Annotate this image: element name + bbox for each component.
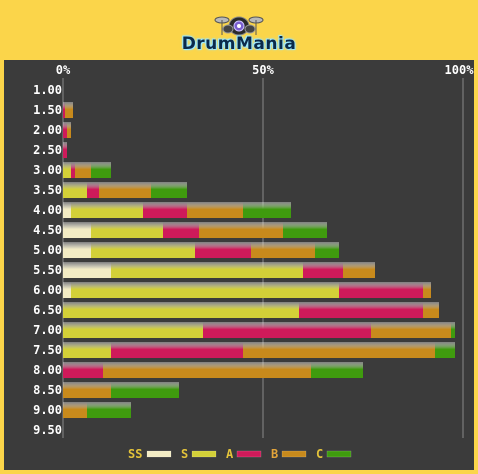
legend-label: A bbox=[226, 447, 234, 461]
bar-segment-s bbox=[63, 302, 299, 318]
legend-label: C bbox=[316, 447, 323, 461]
legend-swatch bbox=[146, 450, 172, 458]
bar-segment-s bbox=[91, 242, 195, 258]
y-category-label: 2.50 bbox=[33, 143, 62, 157]
bar-segment-c bbox=[151, 182, 187, 198]
bar-segment-b bbox=[67, 122, 71, 138]
bar-segment-a bbox=[303, 262, 343, 278]
y-category-label: 8.00 bbox=[33, 363, 62, 377]
bar-segment-a bbox=[63, 102, 65, 118]
bar-segment-c bbox=[87, 402, 131, 418]
bar-segment-s bbox=[63, 342, 111, 358]
bar-segment-a bbox=[111, 342, 243, 358]
x-tick-label: 0% bbox=[56, 63, 71, 77]
bar-segment-a bbox=[63, 122, 67, 138]
bar-segment-b bbox=[423, 302, 439, 318]
y-category-label: 8.50 bbox=[33, 383, 62, 397]
bar-segment-b bbox=[251, 242, 315, 258]
bar-segment-ss bbox=[63, 222, 91, 238]
bar-segment-a bbox=[299, 302, 423, 318]
bar-segment-c bbox=[111, 382, 179, 398]
bar-segment-ss bbox=[63, 282, 71, 298]
y-category-label: 6.50 bbox=[33, 303, 62, 317]
y-category-label: 7.50 bbox=[33, 343, 62, 357]
y-category-label: 9.50 bbox=[33, 423, 62, 437]
bar-segment-b bbox=[63, 382, 111, 398]
bar-segment-s bbox=[63, 322, 203, 338]
bar-segment-a bbox=[203, 322, 371, 338]
x-tick-label: 50% bbox=[252, 63, 274, 77]
legend-label: S bbox=[181, 447, 188, 461]
bar-segment-a bbox=[339, 282, 423, 298]
legend-label: SS bbox=[128, 447, 142, 461]
bar-segment-c bbox=[283, 222, 327, 238]
app-title: DrumMania bbox=[181, 34, 297, 54]
bar-segment-b bbox=[371, 322, 451, 338]
bar-segment-b bbox=[99, 182, 151, 198]
bar-segment-s bbox=[91, 222, 163, 238]
bar-segment-a bbox=[71, 162, 75, 178]
bar-segment-ss bbox=[63, 202, 71, 218]
bar-segment-s bbox=[71, 202, 143, 218]
bar-segment-ss bbox=[63, 262, 111, 278]
bar-segment-a bbox=[63, 362, 103, 378]
bar-segment-s bbox=[71, 282, 339, 298]
stacked-bar-chart: 0% 50% 100% 1.00 1.50 2.00 2.50 3.00 3.50 4.00 4.5… bbox=[33, 63, 474, 461]
bar-segment-a bbox=[63, 142, 67, 158]
bar-segment-ss bbox=[63, 242, 91, 258]
bar-segment-b bbox=[65, 102, 73, 118]
y-category-label: 9.00 bbox=[33, 403, 62, 417]
y-category-label: 1.50 bbox=[33, 103, 62, 117]
bar-segment-b bbox=[103, 362, 311, 378]
legend-swatch bbox=[281, 450, 307, 458]
bar-segment-s bbox=[63, 182, 87, 198]
legend-swatch bbox=[326, 450, 352, 458]
bar-segment-b bbox=[63, 402, 87, 418]
bar-segment-a bbox=[195, 242, 251, 258]
y-category-label: 3.50 bbox=[33, 183, 62, 197]
bar-segment-b bbox=[343, 262, 375, 278]
legend-label: B bbox=[271, 447, 278, 461]
bar-segment-c bbox=[451, 322, 455, 338]
y-category-label: 6.00 bbox=[33, 283, 62, 297]
legend-swatch bbox=[236, 450, 262, 458]
drum-logo-icon bbox=[214, 16, 264, 36]
bar-segment-s bbox=[111, 262, 303, 278]
bar-segment-c bbox=[315, 242, 339, 258]
y-category-label: 7.00 bbox=[33, 323, 62, 337]
bar-segment-s bbox=[63, 162, 71, 178]
y-category-label: 4.50 bbox=[33, 223, 62, 237]
bar-segment-c bbox=[311, 362, 363, 378]
bar-segment-c bbox=[91, 162, 111, 178]
y-category-label: 4.00 bbox=[33, 203, 62, 217]
bar-segment-b bbox=[243, 342, 435, 358]
bar-segment-c bbox=[435, 342, 455, 358]
bar-segment-a bbox=[87, 182, 99, 198]
bar-segment-c bbox=[243, 202, 291, 218]
bar-segment-a bbox=[143, 202, 187, 218]
bar-segment-b bbox=[187, 202, 243, 218]
bar-segment-a bbox=[163, 222, 199, 238]
bar-segment-b bbox=[423, 282, 431, 298]
y-category-label: 3.00 bbox=[33, 163, 62, 177]
y-category-label: 2.00 bbox=[33, 123, 62, 137]
legend-swatch bbox=[191, 450, 217, 458]
bar-segment-b bbox=[75, 162, 91, 178]
bar-segment-b bbox=[199, 222, 283, 238]
x-tick-label: 100% bbox=[445, 63, 474, 77]
y-category-label: 1.00 bbox=[33, 83, 62, 97]
y-category-label: 5.00 bbox=[33, 243, 62, 257]
y-category-label: 5.50 bbox=[33, 263, 62, 277]
chart-panel: 0% 50% 100% 1.00 1.50 2.00 2.50 3.00 3.50 4.00 4.5… bbox=[4, 60, 474, 470]
